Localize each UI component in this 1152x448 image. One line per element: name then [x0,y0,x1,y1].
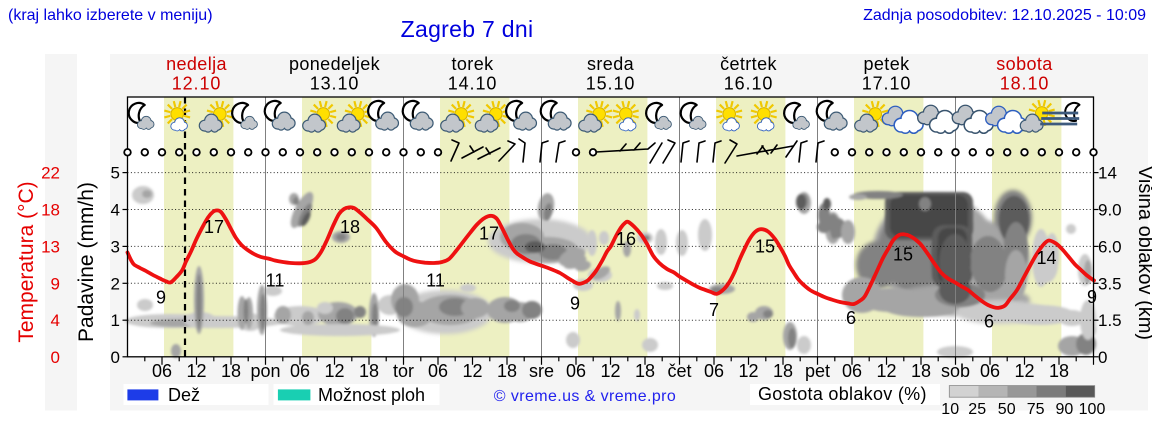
svg-text:12: 12 [1014,361,1034,381]
svg-text:90: 90 [1056,401,1074,418]
svg-text:9: 9 [51,274,60,293]
svg-text:0: 0 [1098,348,1107,367]
svg-text:06: 06 [980,361,1000,381]
svg-text:petek: petek [863,54,910,74]
svg-text:18: 18 [221,361,241,381]
svg-text:06: 06 [428,361,448,381]
svg-text:12.10: 12.10 [172,74,222,94]
svg-text:Višina oblakov (km): Višina oblakov (km) [1134,166,1152,340]
svg-text:06: 06 [290,361,310,381]
svg-text:6: 6 [846,308,856,328]
svg-text:14: 14 [1036,248,1056,268]
svg-text:ponedeljek: ponedeljek [289,54,381,74]
svg-text:Padavine (mm/h): Padavine (mm/h) [75,182,98,342]
svg-text:50: 50 [998,401,1016,418]
svg-text:12: 12 [462,361,482,381]
svg-text:Zagreb 7 dni: Zagreb 7 dni [401,16,534,42]
svg-text:4: 4 [51,311,60,330]
svg-text:Možnost ploh: Možnost ploh [318,385,425,405]
svg-text:18: 18 [911,361,931,381]
svg-text:18: 18 [773,361,793,381]
svg-text:5: 5 [111,164,120,183]
svg-text:čet: čet [667,361,691,381]
svg-text:15: 15 [893,245,913,265]
svg-text:14: 14 [1098,164,1117,183]
svg-text:100: 100 [1079,401,1106,418]
svg-text:6.0: 6.0 [1098,237,1122,256]
svg-text:12: 12 [876,361,896,381]
svg-text:25: 25 [968,401,986,418]
svg-text:06: 06 [842,361,862,381]
svg-text:tor: tor [393,361,414,381]
svg-text:1.5: 1.5 [1098,311,1122,330]
svg-text:9: 9 [570,294,580,314]
svg-text:15.10: 15.10 [586,74,636,94]
svg-text:četrtek: četrtek [720,54,777,74]
svg-text:7: 7 [709,300,719,320]
svg-text:pon: pon [250,361,280,381]
svg-text:11: 11 [266,271,285,291]
svg-text:06: 06 [566,361,586,381]
svg-text:Temperatura (°C): Temperatura (°C) [15,181,38,342]
svg-text:12: 12 [186,361,206,381]
svg-text:sre: sre [529,361,554,381]
svg-text:0: 0 [111,348,120,367]
svg-text:18: 18 [635,361,655,381]
svg-text:22: 22 [41,164,60,183]
svg-text:17: 17 [479,224,499,244]
svg-text:Dež: Dež [168,385,200,405]
svg-text:sob: sob [941,361,970,381]
svg-text:0: 0 [51,348,60,367]
svg-text:06: 06 [704,361,724,381]
svg-text:9: 9 [1087,287,1097,307]
svg-text:6: 6 [984,312,994,332]
svg-text:1: 1 [111,311,120,330]
svg-text:17: 17 [204,217,224,237]
svg-text:9: 9 [156,288,166,308]
svg-text:3.5: 3.5 [1098,274,1122,293]
svg-text:sobota: sobota [996,54,1053,74]
svg-text:75: 75 [1027,401,1045,418]
svg-text:(kraj lahko izberete v meniju): (kraj lahko izberete v meniju) [8,7,213,24]
svg-text:13.10: 13.10 [310,74,360,94]
svg-text:Zadnja posodobitev: 12.10.2025: Zadnja posodobitev: 12.10.2025 - 10:09 [863,7,1146,24]
svg-text:18.10: 18.10 [1000,74,1050,94]
svg-text:17.10: 17.10 [862,74,912,94]
svg-text:12: 12 [738,361,758,381]
svg-text:14.10: 14.10 [448,74,498,94]
svg-text:18: 18 [1049,361,1069,381]
svg-text:12: 12 [600,361,620,381]
svg-text:© vreme.us & vreme.pro: © vreme.us & vreme.pro [494,388,676,405]
svg-text:18: 18 [41,201,60,220]
svg-text:13: 13 [41,237,60,256]
svg-text:11: 11 [426,271,445,291]
svg-text:Gostota oblakov (%): Gostota oblakov (%) [758,384,927,404]
svg-text:9.0: 9.0 [1098,201,1122,220]
svg-text:18: 18 [497,361,517,381]
svg-text:16.10: 16.10 [724,74,774,94]
svg-text:sreda: sreda [587,54,635,74]
svg-text:12: 12 [324,361,344,381]
svg-text:3: 3 [111,237,120,256]
svg-text:2: 2 [111,274,120,293]
svg-text:06: 06 [152,361,172,381]
svg-text:18: 18 [359,361,379,381]
svg-text:pet: pet [805,361,830,381]
svg-text:16: 16 [616,229,636,249]
svg-text:nedelja: nedelja [166,54,227,74]
svg-text:10: 10 [941,401,959,418]
svg-text:torek: torek [451,54,494,74]
svg-text:4: 4 [111,201,120,220]
svg-text:15: 15 [755,237,775,257]
svg-text:18: 18 [340,217,360,237]
